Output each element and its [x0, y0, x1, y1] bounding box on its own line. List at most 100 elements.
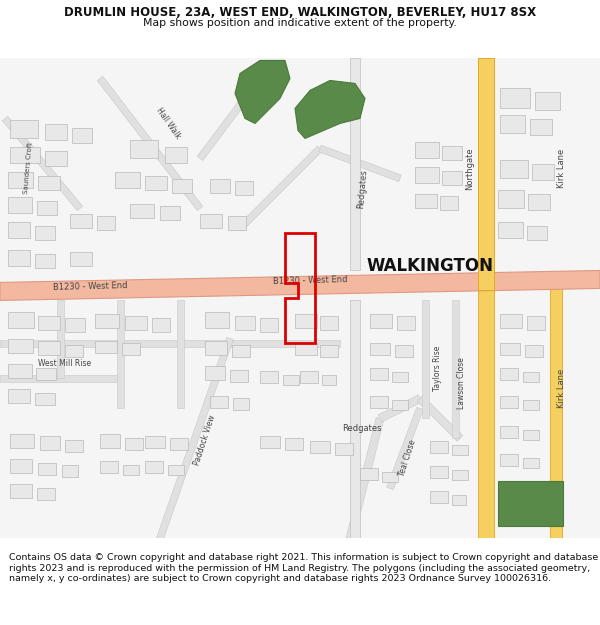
Bar — [322, 376, 336, 386]
Bar — [8, 251, 30, 266]
Bar — [452, 471, 468, 481]
Text: Teal Close: Teal Close — [398, 439, 418, 478]
Bar — [45, 124, 67, 141]
Bar — [10, 434, 34, 449]
Bar — [300, 371, 318, 383]
Bar — [8, 339, 33, 354]
Bar — [130, 141, 158, 158]
Polygon shape — [116, 301, 124, 409]
Bar — [260, 371, 278, 383]
Text: Contains OS data © Crown copyright and database right 2021. This information is : Contains OS data © Crown copyright and d… — [9, 554, 598, 583]
Bar — [500, 344, 520, 356]
Bar — [350, 58, 360, 271]
Bar — [392, 401, 408, 411]
Bar — [205, 341, 227, 356]
Bar — [230, 371, 248, 382]
Bar — [200, 214, 222, 228]
Bar — [210, 179, 230, 194]
Bar — [452, 496, 466, 506]
Polygon shape — [387, 408, 423, 489]
Polygon shape — [2, 116, 83, 211]
Bar — [8, 364, 32, 378]
Text: Saunders Croft: Saunders Croft — [23, 142, 33, 194]
Bar — [415, 194, 437, 209]
Bar — [8, 312, 34, 329]
Bar — [130, 204, 154, 218]
Text: WALKINGTON: WALKINGTON — [367, 258, 493, 276]
Bar — [415, 142, 439, 158]
Bar — [527, 226, 547, 241]
Text: DRUMLIN HOUSE, 23A, WEST END, WALKINGTON, BEVERLEY, HU17 8SX: DRUMLIN HOUSE, 23A, WEST END, WALKINGTON… — [64, 6, 536, 19]
Bar — [440, 196, 458, 211]
Bar — [442, 146, 462, 161]
Bar — [97, 216, 115, 231]
Bar — [37, 489, 55, 501]
Bar — [125, 439, 143, 451]
Bar — [95, 314, 119, 329]
Bar — [37, 201, 57, 216]
Bar — [145, 461, 163, 474]
Bar — [65, 441, 83, 452]
Bar — [10, 484, 32, 499]
Polygon shape — [478, 281, 562, 291]
Bar — [370, 396, 388, 409]
Bar — [10, 148, 40, 163]
Bar — [38, 341, 60, 356]
Bar — [498, 481, 563, 526]
Bar — [70, 214, 92, 228]
Bar — [38, 176, 60, 191]
Bar — [523, 431, 539, 441]
Bar — [295, 314, 317, 329]
Polygon shape — [319, 145, 401, 182]
Bar — [205, 366, 225, 381]
Bar — [528, 194, 550, 211]
Bar — [478, 58, 494, 291]
Bar — [370, 314, 392, 329]
Text: Hall Walk: Hall Walk — [154, 106, 182, 141]
Bar — [320, 316, 338, 331]
Bar — [8, 173, 33, 189]
Bar — [498, 191, 524, 209]
Polygon shape — [197, 76, 263, 161]
Text: West Mill Rise: West Mill Rise — [38, 359, 92, 368]
Bar — [65, 318, 85, 332]
Bar — [233, 399, 249, 411]
Bar — [500, 88, 530, 109]
Bar — [8, 198, 32, 213]
Bar — [210, 396, 228, 409]
Bar — [283, 376, 299, 386]
Bar — [415, 168, 439, 184]
Text: Redgates: Redgates — [342, 424, 382, 433]
Bar — [527, 316, 545, 331]
Bar — [65, 346, 83, 358]
Bar — [335, 444, 353, 456]
Bar — [525, 346, 543, 358]
Bar — [535, 92, 560, 111]
Bar — [260, 318, 278, 332]
Bar — [320, 346, 338, 358]
Polygon shape — [157, 338, 233, 539]
Bar — [165, 148, 187, 163]
Bar — [430, 441, 448, 454]
Bar — [72, 129, 92, 143]
Bar — [36, 368, 56, 381]
Bar — [478, 58, 494, 291]
Text: Paddock View: Paddock View — [193, 414, 217, 467]
Bar — [100, 434, 120, 449]
Bar — [95, 341, 117, 354]
Bar — [350, 301, 360, 538]
Bar — [370, 368, 388, 381]
Bar — [523, 372, 539, 382]
Bar — [70, 253, 92, 266]
Polygon shape — [346, 418, 384, 539]
Bar — [38, 316, 60, 331]
Polygon shape — [97, 76, 203, 211]
Bar — [500, 454, 518, 466]
Text: Lawson Close: Lawson Close — [458, 357, 467, 409]
Bar — [10, 121, 38, 138]
Text: Kirk Lane: Kirk Lane — [557, 149, 566, 188]
Bar — [38, 464, 56, 476]
Bar — [523, 459, 539, 469]
Polygon shape — [238, 146, 322, 231]
Bar — [100, 461, 118, 474]
